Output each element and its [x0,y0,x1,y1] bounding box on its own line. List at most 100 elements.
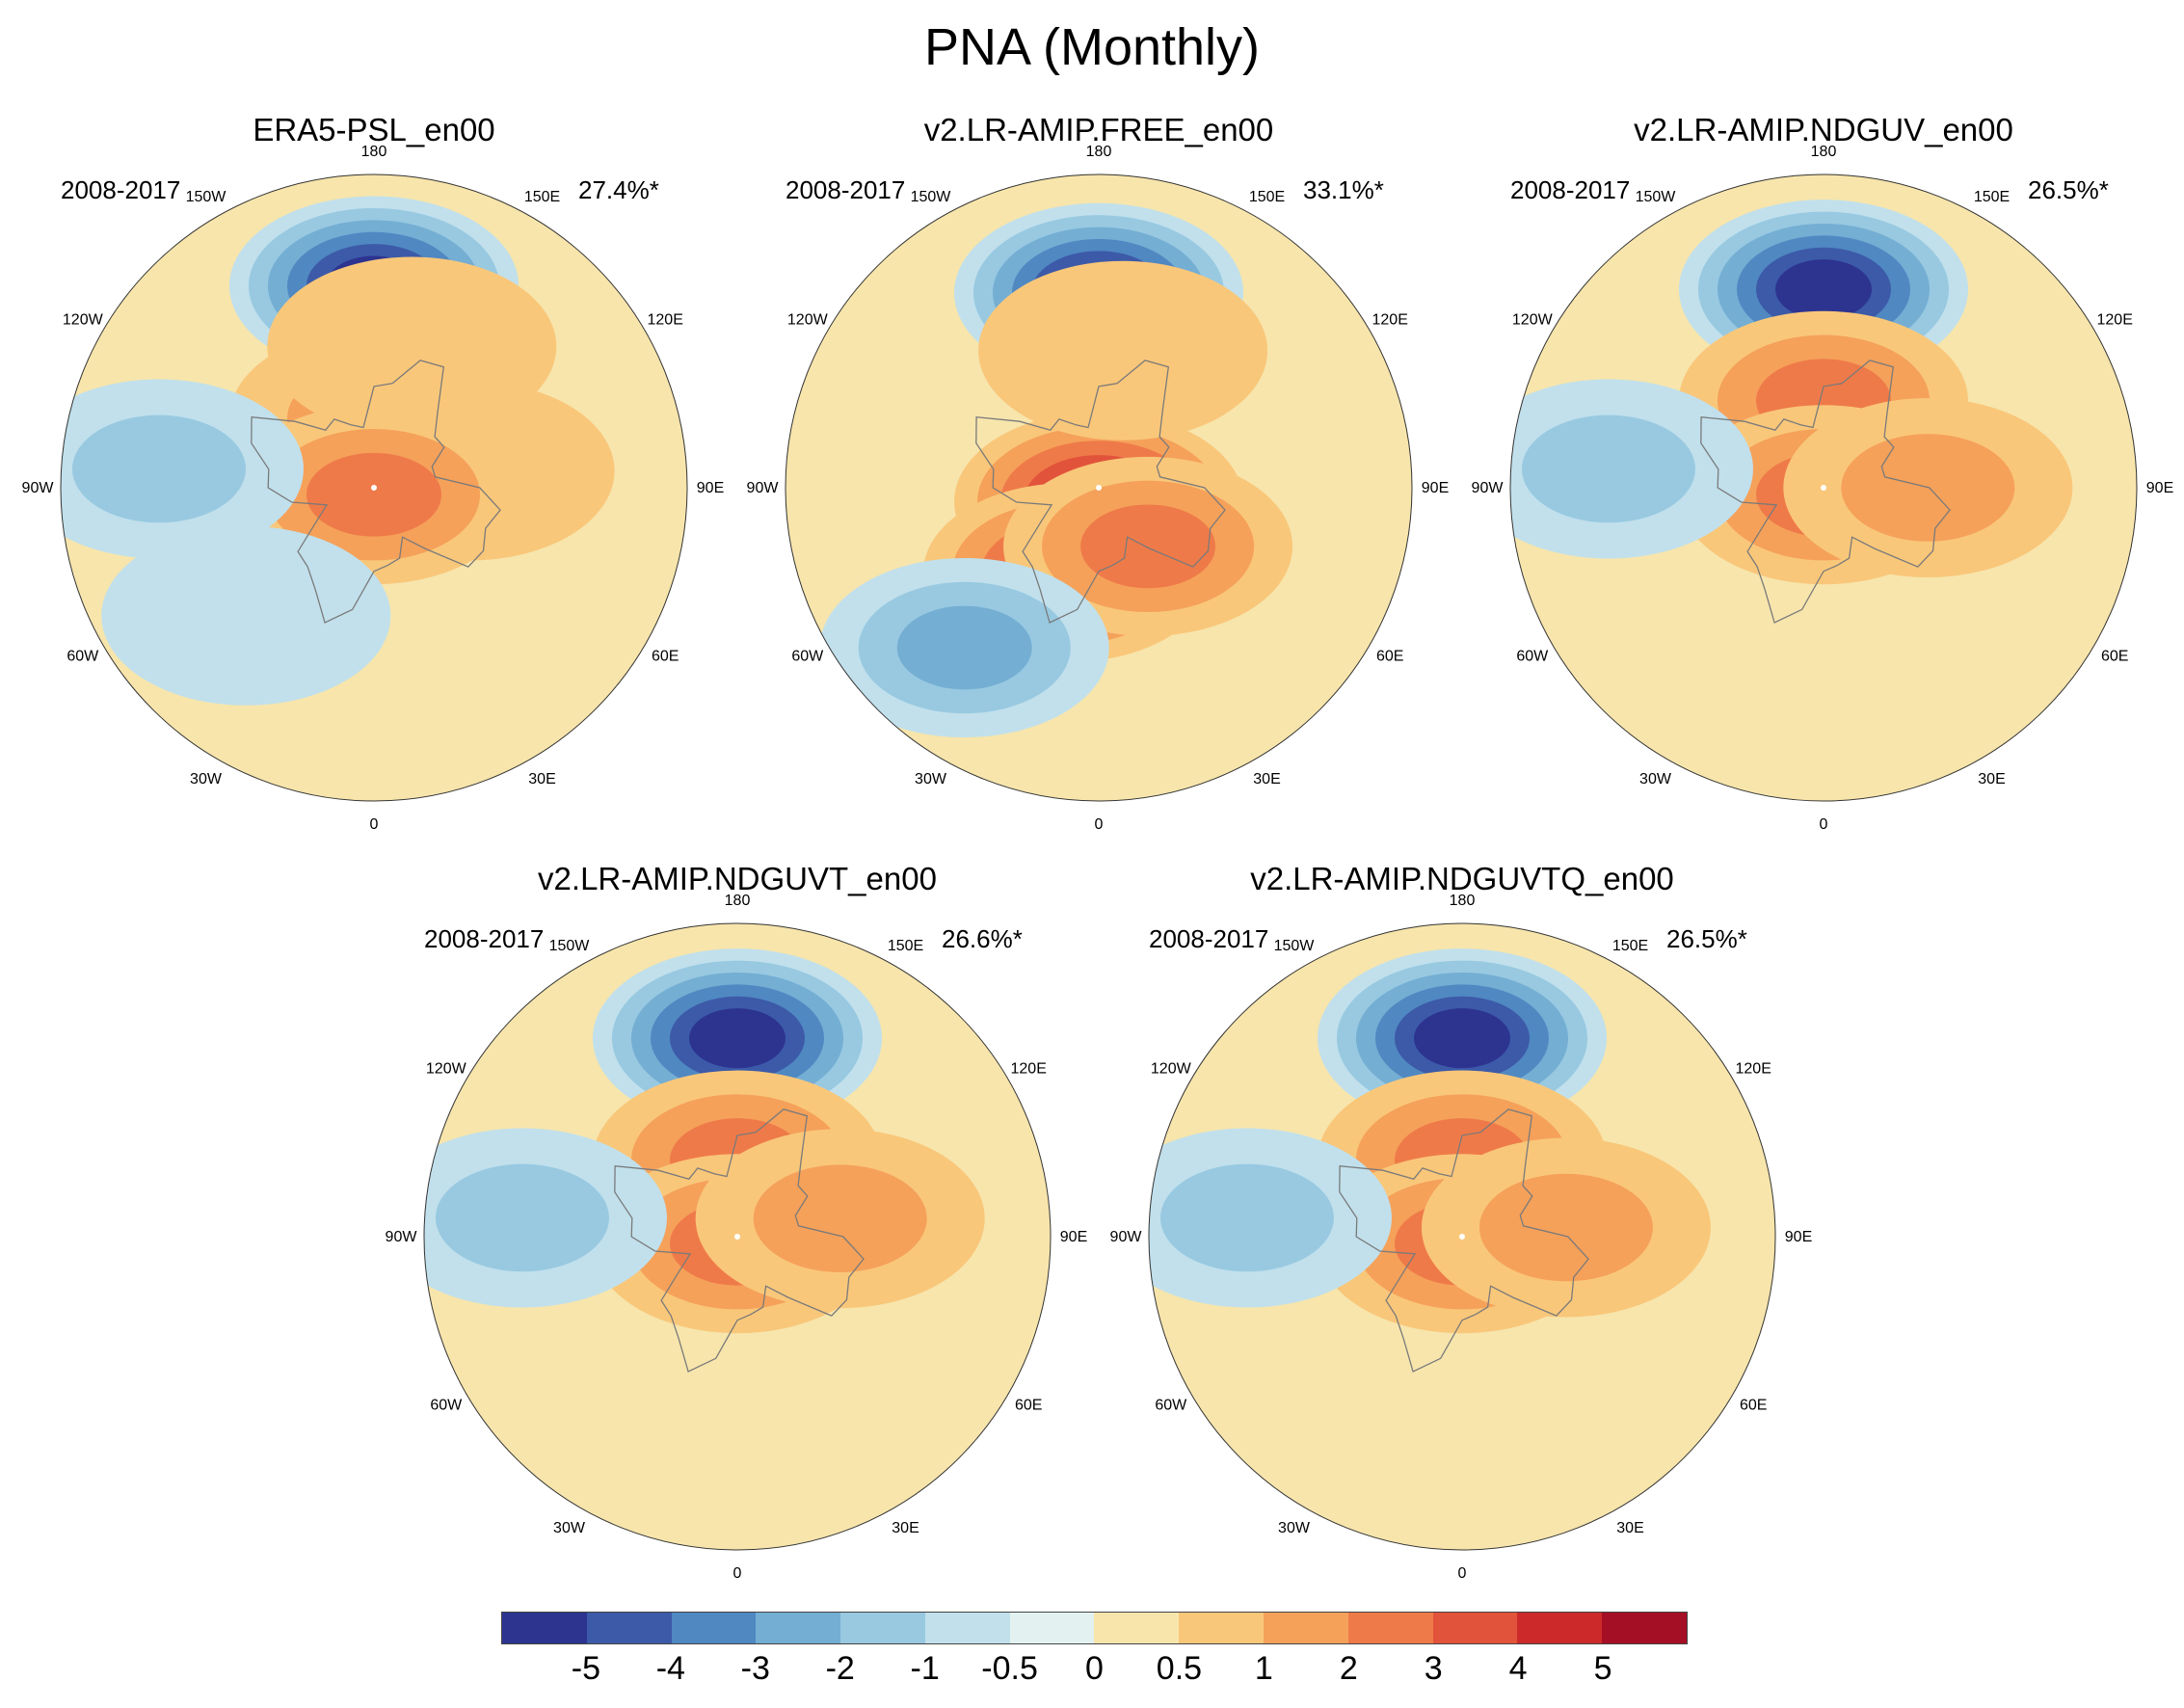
colorbar-segment [1094,1613,1180,1643]
longitude-label: 180 [1086,144,1112,160]
longitude-label: 180 [1811,144,1837,160]
panel-title: v2.LR-AMIP.NDGUV_en00 [1634,112,2013,147]
longitude-label: 120W [787,312,829,329]
map-panel-free: v2.LR-AMIP.FREE_en00 2008-2017 33.1%* 18… [732,112,1465,844]
north-pole-marker [1096,485,1102,491]
coastline [251,360,501,624]
colorbar-tick-label: -3 [740,1650,770,1687]
longitude-label: 120E [2097,312,2133,329]
longitude-label: 90W [22,480,55,496]
longitude-label: 90W [386,1229,418,1245]
longitude-label: 0 [1095,816,1104,833]
longitude-label: 150W [549,938,591,954]
colorbar-segment [924,1613,1010,1643]
figure-title: PNA (Monthly) [923,18,1261,76]
colorbar-tick-label: 0.5 [1156,1650,1203,1687]
panel-title: v2.LR-AMIP.NDGUVTQ_en00 [1250,861,1674,896]
panel-title: ERA5-PSL_en00 [253,112,495,147]
polar-map: 180 150E 120E 90E 60E 30E 0 30W 60W 90W 120W 150W [22,144,725,833]
colorbar-segment [502,1613,587,1643]
colorbar-labels: -5 -4 -3 -2 -1 -0.5 0 0.5 1 2 3 4 5 [501,1650,1688,1698]
longitude-label: 30E [1616,1520,1643,1536]
polar-map: 180 150E 120E 90E 60E 30E 0 30W 60W 90W 120W 150W [386,893,1088,1582]
anomaly-contour [1478,1173,1653,1282]
panel-title: v2.LR-AMIP.NDGUVT_en00 [538,861,937,896]
longitude-label: 60E [652,649,679,665]
panel-title: v2.LR-AMIP.FREE_en00 [923,112,1274,147]
anomaly-contour [753,1164,927,1272]
map-boundary [423,922,1052,1551]
colorbar-tick-label: -5 [571,1650,601,1687]
longitude-label: 180 [725,893,751,909]
longitude-label: 150W [1274,938,1316,954]
longitude-label: 90E [2146,480,2173,496]
map-panel-era5: ERA5-PSL_en00 2008-2017 27.4%* 180 150E 12… [8,112,740,844]
map-panel-ndguv: v2.LR-AMIP.NDGUV_en00 2008-2017 26.5%* 1… [1457,112,2184,844]
colorbar [501,1612,1688,1644]
polar-map: 180 150E 120E 90E 60E 30E 0 30W 60W 90W 120W 150W [1110,893,1813,1582]
longitude-label: 120E [1736,1061,1771,1078]
longitude-label: 90E [1422,480,1449,496]
longitude-label: 90E [697,480,724,496]
longitude-label: 0 [1458,1565,1467,1582]
map-boundary [60,173,688,802]
map-panel-ndguvt: v2.LR-AMIP.NDGUVT_en00 2008-2017 26.6%* … [371,861,1104,1593]
colorbar-segment [1432,1613,1518,1643]
longitude-label: 120E [1011,1061,1047,1078]
anomaly-contour [1521,414,1695,523]
longitude-label: 180 [1450,893,1476,909]
colorbar-segment [586,1613,672,1643]
longitude-label: 150E [524,189,560,205]
panel-explained-variance: 26.5%* [2028,175,2109,204]
longitude-label: 60E [1740,1398,1767,1414]
longitude-label: 30E [1253,771,1280,787]
longitude-label: 30E [892,1520,919,1536]
colorbar-tick-label: -4 [655,1650,685,1687]
longitude-label: 150E [1974,189,2010,205]
coastline [975,360,1226,624]
longitude-label: 120W [1151,1061,1192,1078]
map-boundary [785,173,1413,802]
polar-map: 180 150E 120E 90E 60E 30E 0 30W 60W 90W 120W 150W [747,144,1450,833]
longitude-label: 60E [1376,649,1403,665]
panel-period: 2008-2017 [1510,175,1631,204]
anomaly-contour [101,525,391,706]
north-pole-marker [1459,1234,1465,1240]
panel-explained-variance: 33.1%* [1303,175,1384,204]
longitude-label: 0 [1820,816,1828,833]
colorbar-segment [756,1613,841,1643]
coastline [614,1108,865,1373]
longitude-label: 30W [1278,1520,1311,1536]
colorbar-tick-label: -2 [825,1650,855,1687]
longitude-label: 90W [747,480,780,496]
north-pole-marker [371,485,377,491]
colorbar-segment [671,1613,757,1643]
longitude-label: 120W [426,1061,467,1078]
anomaly-contour [435,1163,609,1272]
longitude-label: 120W [63,312,104,329]
longitude-label: 120E [648,312,683,329]
longitude-label: 150W [186,189,227,205]
panel-period: 2008-2017 [61,175,181,204]
colorbar-tick-label: 5 [1593,1650,1612,1687]
colorbar-segment [1517,1613,1603,1643]
anomaly-contour [978,260,1268,440]
polar-map: 180 150E 120E 90E 60E 30E 0 30W 60W 90W 120W 150W [1472,144,2174,833]
longitude-label: 180 [361,144,387,160]
colorbar-tick-label: 4 [1508,1650,1528,1687]
longitude-label: 90E [1060,1229,1087,1245]
anomaly-contour [71,414,246,523]
longitude-label: 30W [553,1520,586,1536]
longitude-label: 90E [1785,1229,1812,1245]
longitude-label: 30W [915,771,947,787]
colorbar-tick-label: 1 [1254,1650,1273,1687]
anomaly-contour [1159,1163,1334,1272]
panel-explained-variance: 26.6%* [942,924,1023,953]
colorbar-segment [1347,1613,1433,1643]
panel-explained-variance: 26.5%* [1666,924,1747,953]
panel-period: 2008-2017 [424,924,545,953]
longitude-label: 30W [190,771,223,787]
anomaly-contour [1775,259,1872,320]
colorbar-tick-label: 0 [1085,1650,1104,1687]
longitude-label: 60W [430,1398,463,1414]
